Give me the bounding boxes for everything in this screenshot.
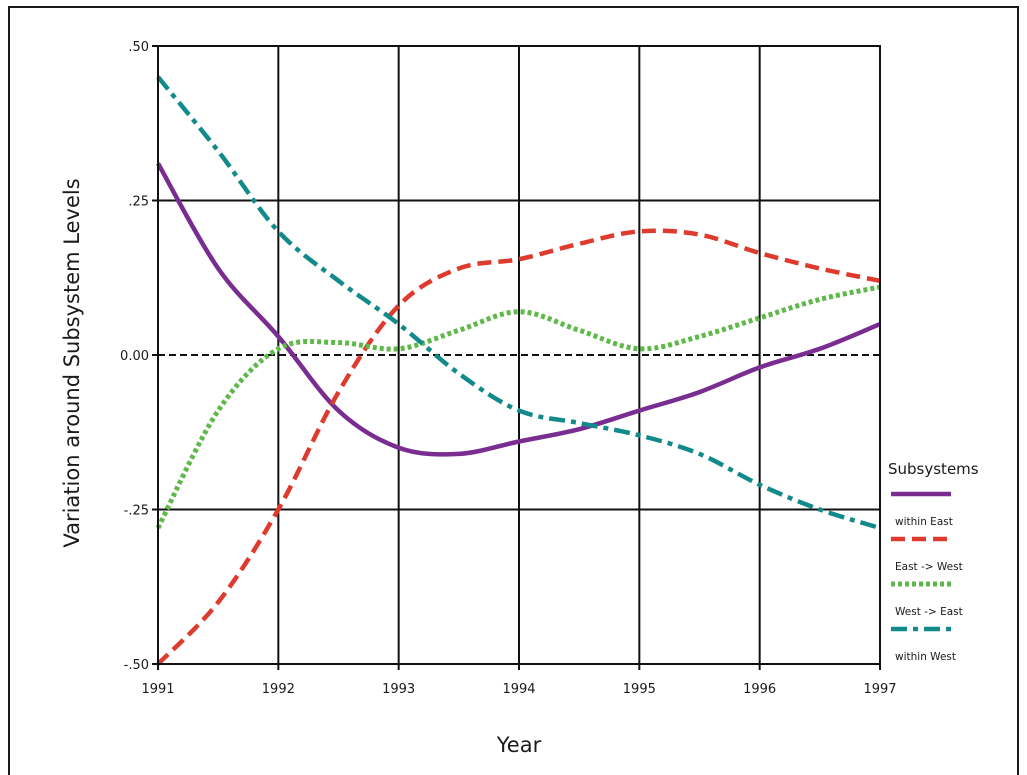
- series-line-west-east: [155, 284, 881, 530]
- series-line-within-west: [156, 75, 881, 531]
- legend-item-west-east: West -> East: [891, 581, 963, 618]
- x-tick-label: 1995: [623, 682, 656, 697]
- y-axis-title: Variation around Subsystem Levels: [60, 178, 84, 547]
- legend-item-east-west: East -> West: [891, 536, 963, 573]
- x-axis-title: Year: [496, 733, 542, 757]
- series-line-east-west: [156, 228, 881, 666]
- x-tick-label: 1991: [141, 682, 174, 697]
- x-tick-label: 1996: [743, 682, 776, 697]
- series-line-within-east: [156, 162, 881, 457]
- y-tick-label: -.25: [124, 504, 149, 519]
- legend-label: East -> West: [895, 561, 963, 573]
- chart-frame: [8, 6, 1019, 775]
- x-tick-label: 1993: [382, 682, 415, 697]
- x-tick-label: 1992: [262, 682, 295, 697]
- y-tick-label: 0.00: [120, 349, 149, 364]
- x-tick-label: 1994: [502, 682, 535, 697]
- legend-item-within-west: within West: [891, 626, 956, 663]
- y-tick-label: .50: [128, 40, 149, 55]
- x-axis-ticks: 1991 1992 1993 1994 1995 1996 1997: [141, 664, 897, 697]
- series-lines: [155, 75, 881, 666]
- legend-label: West -> East: [895, 606, 963, 618]
- x-tick-label: 1997: [863, 682, 896, 697]
- legend-title: Subsystems: [888, 460, 979, 478]
- legend-items: within East East -> West West -> East withi…: [891, 491, 963, 663]
- legend-label: within West: [895, 651, 956, 663]
- y-tick-label: .25: [128, 195, 149, 210]
- legend: Subsystems within East East -> West West -…: [888, 460, 979, 663]
- y-tick-label: -.50: [124, 658, 149, 673]
- legend-label: within East: [895, 516, 953, 528]
- legend-item-within-east: within East: [891, 491, 953, 528]
- y-axis-ticks: .50 .25 0.00 -.25 -.50: [120, 40, 158, 673]
